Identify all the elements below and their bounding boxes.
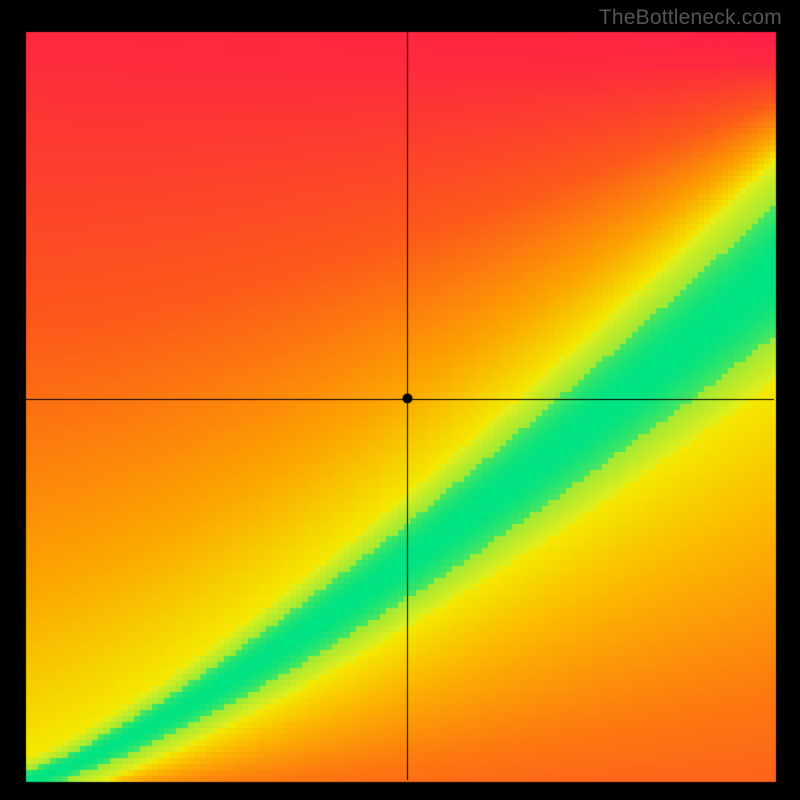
- bottleneck-heatmap: [0, 0, 800, 800]
- watermark-text: TheBottleneck.com: [599, 6, 782, 30]
- chart-container: TheBottleneck.com: [0, 0, 800, 800]
